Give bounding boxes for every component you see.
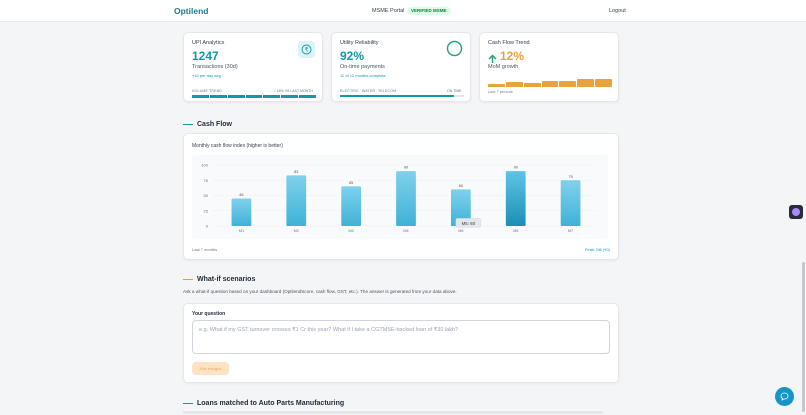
card-note: 11 of 12 months complete (340, 73, 386, 78)
volume-trend-bar (192, 95, 317, 98)
cashflow-trend-card: Cash Flow Trend 12% MoM growth Last 7 pe… (479, 32, 619, 102)
chart-footer-right: Peak: M6 (90) (584, 247, 610, 252)
verified-badge: VERIFIED MSME (407, 6, 451, 15)
mini-trend-bar (523, 82, 541, 87)
chart-footer-left: Last 7 months (192, 247, 218, 252)
ring-icon (446, 40, 463, 57)
chart-bar (396, 171, 416, 226)
top-navbar: Optilend MSME Portal VERIFIED MSME Logou… (0, 0, 806, 22)
x-tick-label: M3 (349, 229, 354, 233)
mini-trend-bar (505, 82, 523, 87)
x-tick-label: M4 (403, 229, 408, 233)
chart-bar (560, 180, 581, 226)
avatar-icon (792, 208, 800, 216)
card-note: +42 per day avg (192, 73, 221, 78)
legend-electric: ELECTRIC (340, 89, 359, 93)
arrow-up-icon (488, 51, 497, 69)
bar-value-label: 65 (349, 181, 353, 185)
chart-bar (505, 171, 526, 226)
transaction-count: 1247 (192, 49, 219, 63)
whatif-description: Ask a what-if question based on your das… (183, 289, 457, 294)
assistant-avatar-tab[interactable] (789, 205, 803, 219)
card-note: Last 7 periods (488, 90, 513, 94)
card-subtitle: Transactions (30d) (192, 64, 238, 70)
brand-logo[interactable]: Optilend (174, 6, 209, 16)
reliability-percent: 92% (340, 49, 365, 63)
mini-trend-bars (488, 77, 613, 87)
card-title: Utility Reliability (340, 40, 379, 46)
x-tick-label: M1 (239, 229, 244, 233)
bar-value-label: 45 (239, 193, 243, 197)
y-tick-label: 100 (201, 163, 208, 168)
y-tick-label: 0 (206, 224, 209, 229)
chart-bar (231, 198, 252, 226)
upi-analytics-card: UPI Analytics 1247 Transactions (30d) +4… (183, 32, 323, 102)
rupee-icon: ₹ (298, 41, 315, 58)
x-tick-label: M5 (458, 229, 463, 233)
mini-trend-bar (488, 83, 505, 87)
section-title: Loans matched to Auto Parts Manufacturin… (197, 400, 345, 407)
get-insight-button[interactable]: Get insight (192, 362, 229, 375)
chat-fab-button[interactable] (775, 387, 794, 406)
chart-caption: Monthly cash flow index (higher is bette… (192, 143, 283, 149)
legend-water: WATER (362, 89, 376, 93)
loans-section-header: Loans matched to Auto Parts Manufacturin… (183, 400, 344, 407)
cash-flow-section-header: Cash Flow (183, 121, 232, 128)
logout-link[interactable]: Logout (609, 8, 626, 14)
chart-bar (341, 186, 362, 226)
svg-text:₹: ₹ (305, 47, 309, 54)
cash-flow-bar-chart: 100 75 50 25 0 45 M1 83 M2 65 M3 90 M4 60 M5 90 M6 75 M7 M5… (192, 155, 608, 239)
card-title: Cash Flow Trend (488, 40, 530, 46)
legend-ontime: ON TIME (447, 89, 462, 93)
y-tick-label: 25 (204, 208, 209, 213)
volume-trend-label: VOLUME TREND (192, 89, 223, 93)
bar-value-label: 75 (568, 175, 572, 179)
chart-bar (286, 175, 307, 226)
cash-flow-card: Monthly cash flow index (higher is bette… (183, 133, 619, 260)
mini-trend-bar (541, 80, 559, 87)
bar-value-label: 60 (459, 184, 463, 188)
question-placeholder: e.g. What if my GST turnover crosses ₹1 … (199, 327, 459, 333)
portal-label: MSME Portal (372, 8, 405, 14)
utility-reliability-card: Utility Reliability 92% On-time payments… (331, 32, 471, 102)
utility-progress-track (340, 95, 464, 97)
section-title: Cash Flow (197, 121, 233, 128)
mini-trend-bar (595, 79, 613, 87)
question-label: Your question (192, 311, 226, 317)
card-title: UPI Analytics (192, 40, 225, 46)
y-tick-label: 50 (204, 193, 209, 198)
utility-progress-fill (340, 95, 455, 97)
card-subtitle: MoM growth (488, 64, 519, 70)
mini-trend-bar (559, 81, 577, 87)
bar-value-label: 90 (404, 166, 408, 170)
bar-value-label: 90 (514, 166, 518, 170)
x-tick-label: M6 (513, 229, 518, 233)
loans-description-line (183, 411, 603, 414)
y-tick-label: 75 (204, 178, 209, 183)
question-input[interactable]: e.g. What if my GST turnover crosses ₹1 … (192, 320, 610, 354)
x-tick-label: M2 (294, 229, 299, 233)
chat-bubble-icon (780, 392, 789, 401)
card-subtitle: On-time payments (340, 64, 385, 70)
growth-percent: 12% (500, 49, 525, 63)
chart-tooltip (455, 218, 482, 228)
section-title: What-if scenarios (197, 276, 256, 283)
x-tick-label: M7 (568, 229, 573, 233)
bar-value-label: 83 (294, 170, 298, 174)
chart-tooltip-text: M5: 60 (462, 221, 476, 226)
mini-trend-bar (577, 78, 595, 87)
page-scrollbar[interactable] (802, 262, 805, 412)
whatif-section-header: What-if scenarios (183, 276, 255, 283)
legend-telecom: TELECOM (378, 89, 397, 93)
trend-comparison: ↑ 18% VS LAST MONTH (274, 89, 313, 93)
chart-bar (450, 189, 471, 226)
